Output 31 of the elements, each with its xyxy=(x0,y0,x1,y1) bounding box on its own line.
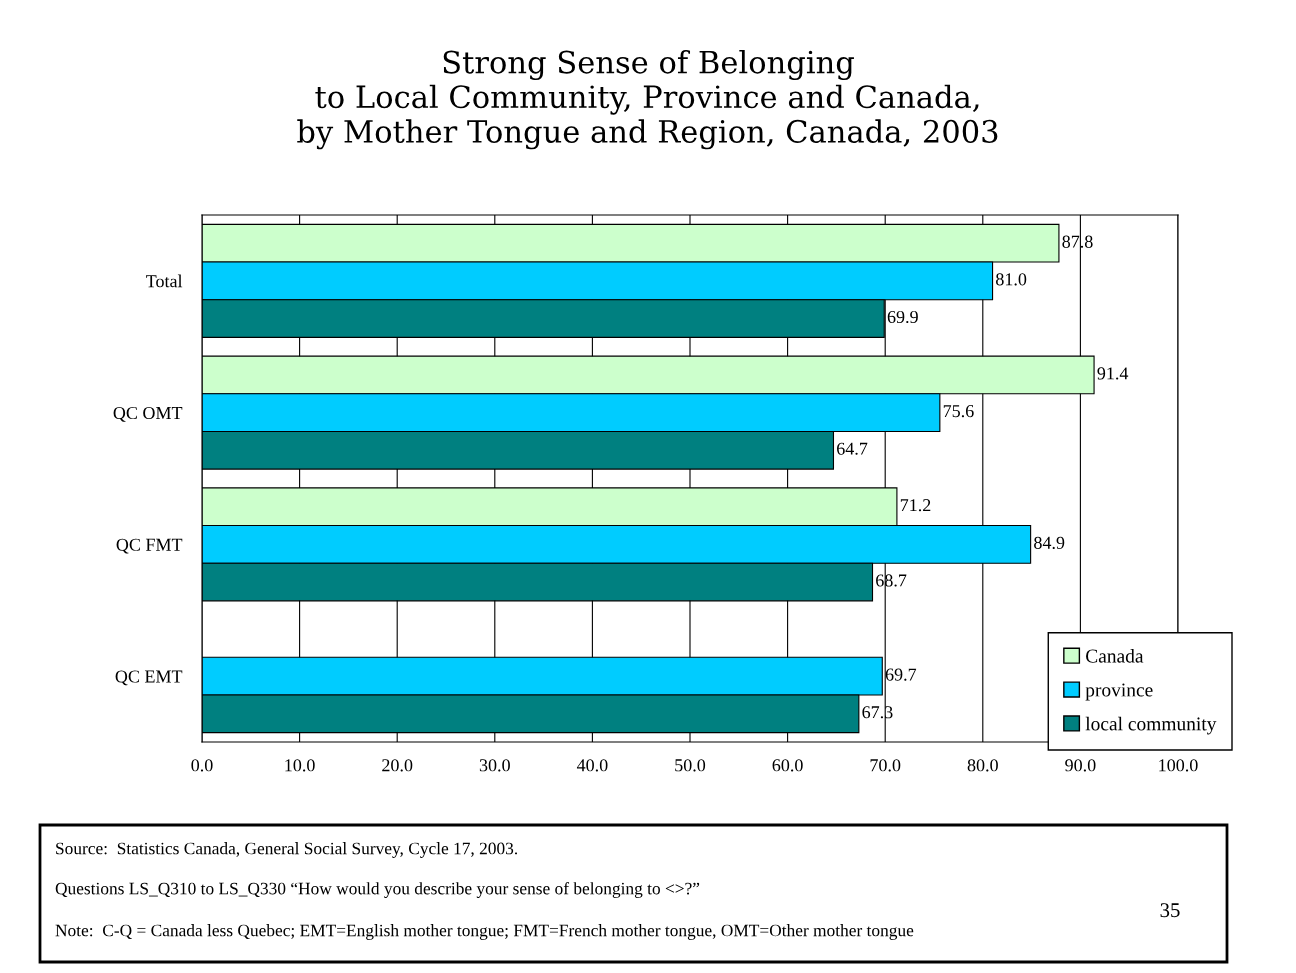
x-tick-label: 30.0 xyxy=(479,759,510,772)
y-tick-label: QC FMT xyxy=(116,538,183,554)
x-tick-label: 50.0 xyxy=(675,759,706,772)
legend-label: Canada xyxy=(1086,648,1144,663)
chart-title: Strong Sense of Belonging to Local Community, Province and Canada, by Mother Tongue and Region, Canada, 2003 xyxy=(297,50,998,150)
y-tick-label: QC EMT xyxy=(115,670,183,686)
data-label: 71.2 xyxy=(900,499,931,512)
source-note: Source: Statistics Canada, General Social Survey, Cycle 17, 2003. xyxy=(56,842,518,858)
y-tick-label: QC OMT xyxy=(113,406,183,422)
x-tick-label: 100.0 xyxy=(1159,759,1198,772)
data-label: 84.9 xyxy=(1034,536,1065,549)
legend-label: local community xyxy=(1085,716,1217,735)
data-label: 69.9 xyxy=(887,310,918,324)
data-label: 69.7 xyxy=(885,668,917,681)
x-tick-label: 70.0 xyxy=(870,759,901,772)
data-label: 91.4 xyxy=(1097,367,1129,380)
x-tick-label: 80.0 xyxy=(967,759,998,772)
x-tick-label: 90.0 xyxy=(1065,759,1096,772)
y-tick-label: Total xyxy=(146,274,183,288)
data-label: 81.0 xyxy=(996,273,1027,286)
x-tick-label: 60.0 xyxy=(772,759,803,772)
x-tick-label: 10.0 xyxy=(285,759,315,772)
x-tick-label: 20.0 xyxy=(382,759,413,772)
text: Questions LS_Q310 to LS_Q330 “How would you describe your sense of belonging to <>?” xyxy=(55,882,700,898)
data-label: 75.6 xyxy=(943,405,974,418)
text: Note: C-Q = Canada less Quebec; EMT=English mother tongue; FMT=French mother tongue, OMT=Other mother tongue xyxy=(55,924,914,940)
x-tick-label: 0.0 xyxy=(191,759,213,772)
x-tick-label: 40.0 xyxy=(576,759,608,772)
text: 35 xyxy=(1160,903,1180,918)
legend-label: province xyxy=(1085,683,1153,701)
data-label: 64.7 xyxy=(837,442,868,455)
